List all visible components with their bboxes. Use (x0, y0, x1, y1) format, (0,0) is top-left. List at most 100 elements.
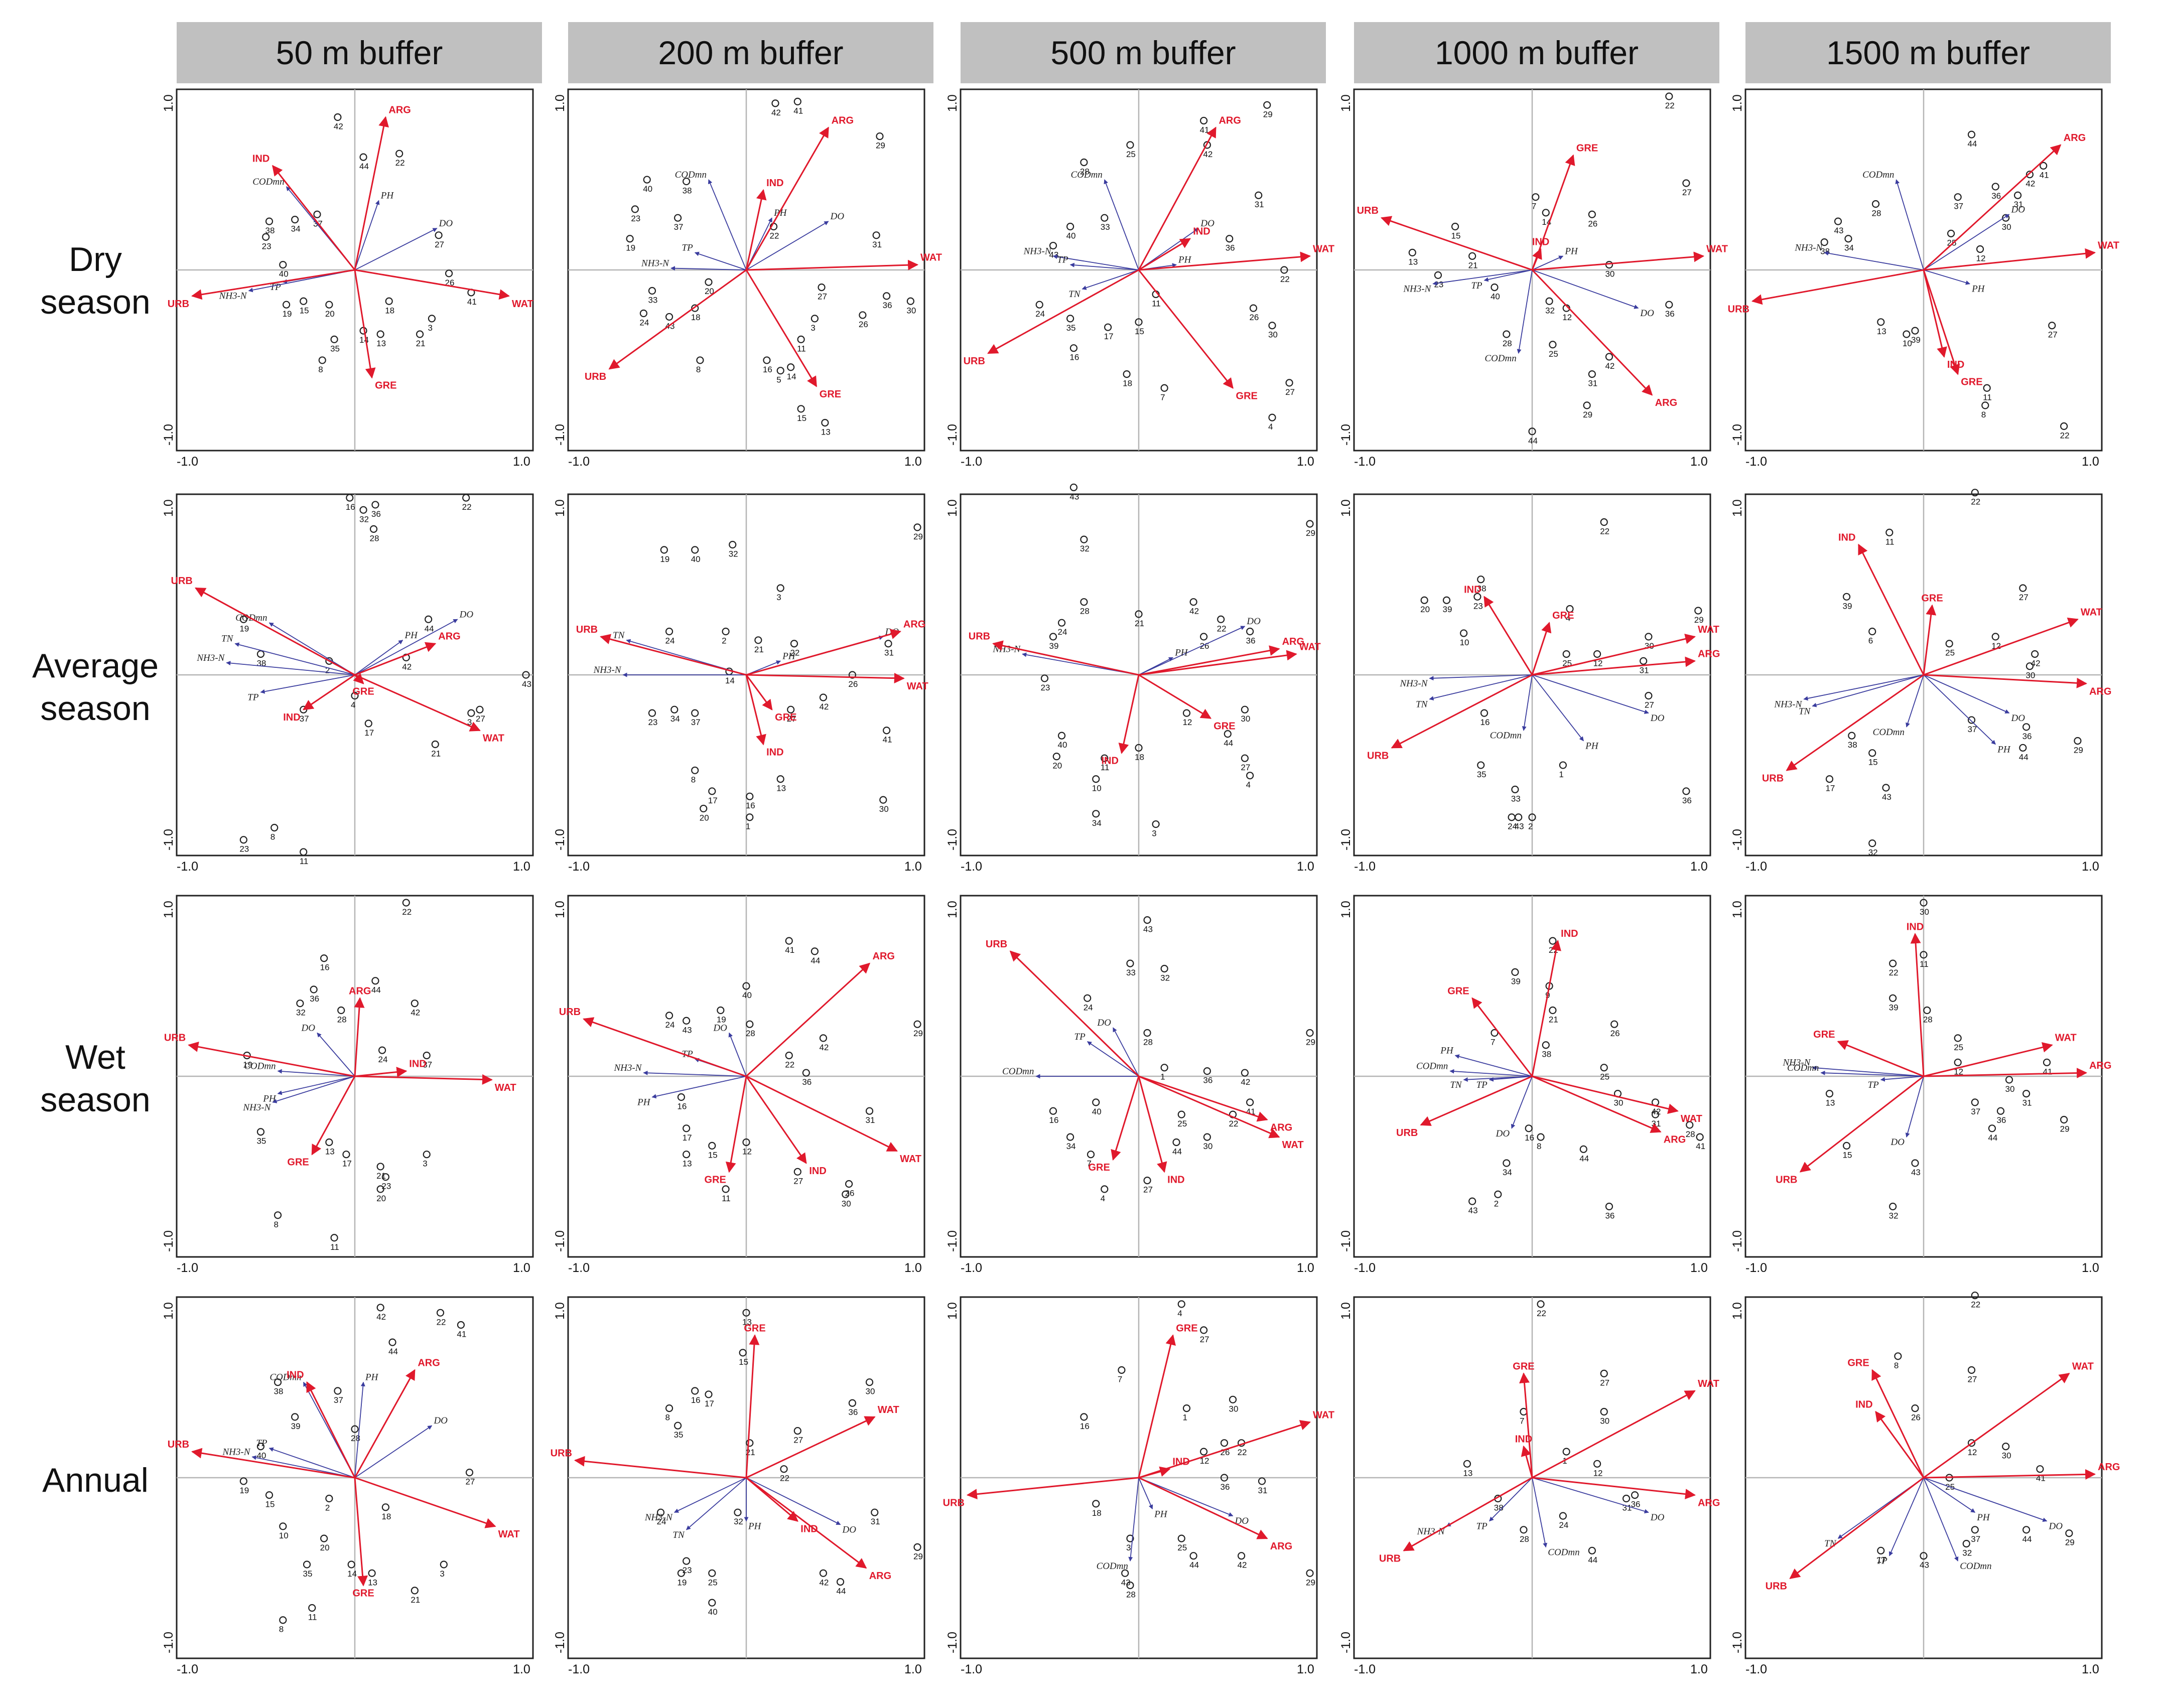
column-header-500m: 500 m buffer (961, 22, 1326, 83)
wq-vector-tn (686, 1477, 747, 1530)
landuse-vector-ind (1138, 238, 1191, 271)
wq-label-do: DO (433, 1415, 448, 1426)
site-point (848, 671, 857, 679)
plot-3-4-y-tick-max: 1.0 (1339, 901, 1353, 918)
site-point (776, 367, 784, 375)
site-label: 30 (906, 306, 916, 315)
site-label: 20 (700, 813, 709, 822)
site-label: 24 (639, 318, 649, 328)
site-label: 24 (665, 1020, 675, 1030)
site-point (906, 297, 914, 305)
site-label: 31 (871, 1517, 880, 1526)
site-label: 38 (1542, 1050, 1551, 1059)
site-point (351, 1425, 359, 1433)
site-point (1545, 297, 1553, 305)
landuse-label-wat: WAT (1706, 243, 1728, 254)
wq-label-do: DO (1496, 1128, 1510, 1139)
wq-label-codmn: CODmn (1416, 1061, 1448, 1072)
site-label: 28 (1923, 1015, 1933, 1025)
site-label: 5 (776, 375, 781, 385)
plot-4-4-y-tick-max: 1.0 (1339, 1302, 1353, 1320)
wq-label-ph: PH (404, 630, 418, 641)
site-point (1991, 183, 1999, 191)
site-label: 44 (425, 624, 434, 633)
site-label: 27 (1241, 763, 1250, 772)
site-point (639, 309, 648, 318)
site-label: 2 (325, 665, 330, 675)
site-point (771, 99, 779, 107)
wq-label-tp: TP (1476, 1080, 1488, 1090)
landuse-vector-arg (1923, 1067, 2088, 1078)
site-label: 24 (657, 1517, 666, 1526)
landuse-vector-gre (1138, 674, 1212, 719)
wq-label-tn: TN (1416, 699, 1428, 709)
wq-label-ph: PH (782, 651, 796, 661)
landuse-vector-arg (746, 629, 901, 676)
plot-1-3-x-tick-min: -1.0 (961, 455, 982, 469)
plot-3-4-x-tick-min: -1.0 (1354, 1261, 1376, 1275)
site-point (2022, 1090, 2031, 1098)
site-label: 20 (325, 309, 335, 319)
landuse-label-urb: URB (1367, 750, 1389, 761)
site-label: 42 (376, 1312, 386, 1322)
wq-vector-ph (354, 1381, 365, 1478)
landuse-label-urb: URB (986, 939, 1007, 950)
site-point (1971, 1098, 1979, 1106)
site-label: 28 (337, 1015, 347, 1025)
wq-vector-codmn (1128, 1477, 1139, 1561)
site-point (819, 1569, 828, 1577)
site-label: 37 (674, 222, 684, 232)
wq-vector-ph (354, 640, 403, 675)
landuse-vector-ind (1531, 940, 1561, 1077)
site-point (1491, 1029, 1499, 1037)
plot-3-4-y-tick-min: -1.0 (1339, 1230, 1353, 1252)
wq-vector-ph (1923, 269, 1970, 285)
site-label: 8 (696, 365, 701, 374)
site-point (1241, 705, 1249, 714)
site-label: 22 (402, 907, 412, 917)
wq-vector-tn (1429, 674, 1533, 700)
site-point (1468, 1197, 1476, 1205)
site-point (1468, 252, 1476, 260)
site-label: 43 (1882, 792, 1892, 802)
plot-4-2-y-tick-min: -1.0 (553, 1632, 567, 1653)
landuse-vector-ind (1138, 1466, 1171, 1479)
site-point (300, 297, 308, 305)
wq-vector-do (1923, 214, 2010, 270)
wq-label-nh3-n: NH3-N (1794, 242, 1823, 253)
site-label: 2 (1528, 822, 1533, 831)
site-point (818, 283, 826, 292)
plot-3-3-x-tick-max: 1.0 (1297, 1261, 1314, 1275)
site-point (1135, 744, 1143, 752)
wq-label-nh3-n: NH3-N (1782, 1058, 1811, 1068)
plot-4-1-x-tick-min: -1.0 (177, 1662, 198, 1676)
site-label: 37 (691, 718, 701, 727)
wq-label-codmn: CODmn (1002, 1066, 1034, 1077)
site-label: 31 (1258, 1486, 1268, 1495)
site-label: 1 (1559, 770, 1563, 779)
site-label: 40 (708, 1607, 718, 1617)
site-point (1911, 327, 1919, 335)
site-point (1126, 141, 1134, 149)
landuse-vector-gre (1531, 622, 1552, 675)
site-point (683, 1017, 691, 1025)
site-label: 25 (1177, 1119, 1187, 1128)
landuse-vector-urb (191, 269, 355, 300)
site-label: 16 (1480, 718, 1490, 727)
site-label: 40 (1092, 1107, 1102, 1116)
site-point (1532, 193, 1540, 201)
plot-3-3-x-tick-min: -1.0 (961, 1261, 982, 1275)
site-point (1945, 640, 1953, 648)
site-point (279, 261, 287, 269)
site-point (1911, 1404, 1919, 1412)
site-label: 43 (522, 679, 531, 689)
site-point (790, 640, 798, 648)
site-point (1842, 593, 1851, 601)
plot-4-5-y-tick-min: -1.0 (1730, 1632, 1744, 1653)
site-label: 26 (859, 320, 868, 329)
site-label: 28 (1126, 1590, 1136, 1600)
site-label: 40 (742, 990, 752, 1000)
plot-2-3-x-tick-max: 1.0 (1297, 860, 1314, 874)
site-point (842, 1190, 850, 1198)
site-point (1052, 753, 1060, 761)
